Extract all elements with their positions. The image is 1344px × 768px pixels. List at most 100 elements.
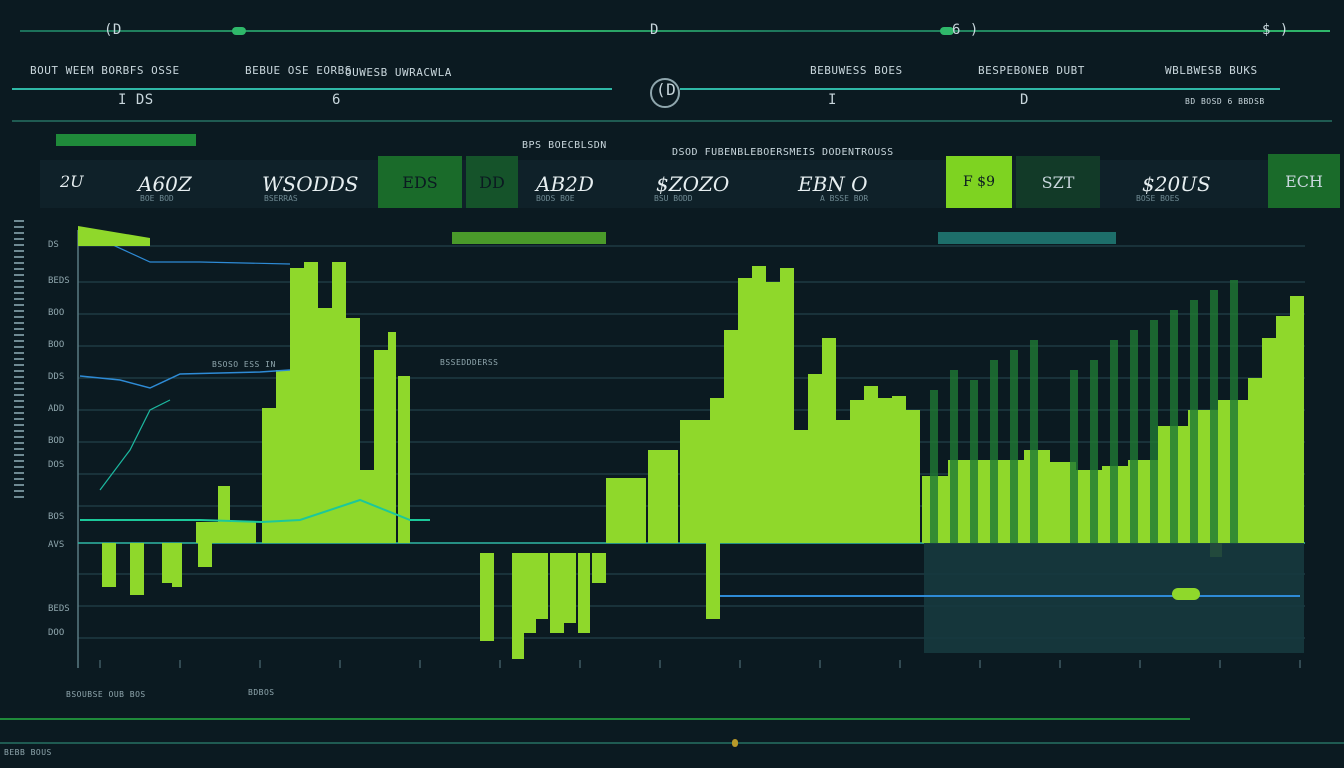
row2-label-left2: 6 — [332, 92, 341, 108]
bars-cluster-1 — [196, 262, 410, 543]
bar — [836, 420, 850, 543]
kpi-sub-1: BOE BOD — [140, 194, 174, 203]
bar — [808, 374, 822, 543]
trend-line-teal — [80, 498, 430, 524]
bar — [1010, 350, 1018, 543]
bar — [346, 318, 360, 543]
bar — [906, 410, 920, 543]
trend-line-blue — [79, 369, 291, 389]
bar — [706, 543, 720, 619]
row1-label-5: WBLBWESB BUKS — [1165, 64, 1258, 77]
top-slider-knob-2[interactable] — [940, 27, 954, 35]
row1-label-4: BESPEBONEB DUBT — [978, 64, 1085, 77]
y-tick-10: BEDS — [48, 604, 70, 614]
chart-callout-2: BSSEDDDERSS — [440, 358, 499, 367]
top-label-center: D — [650, 22, 659, 38]
kpi-value-6: $ZOZO — [656, 172, 730, 196]
chart-banner-left — [78, 226, 150, 246]
bars-negative — [102, 543, 1222, 659]
bar — [536, 553, 548, 619]
kpi-button-9[interactable]: SZT — [1016, 156, 1100, 208]
bars-dark-cluster — [930, 280, 1238, 543]
bar — [710, 398, 724, 543]
footer-label-left: BEBB BOUS — [4, 748, 52, 757]
marker — [1172, 588, 1200, 600]
kpi-button-8[interactable]: F $9 — [946, 156, 1012, 208]
kpi-button-4[interactable]: DD — [466, 156, 518, 208]
y-tick-3: BOO — [48, 340, 65, 350]
bar — [592, 553, 606, 583]
y-tick-7: DOS — [48, 460, 65, 470]
row1-label-1: BEBUE OSE EORBS — [245, 64, 352, 77]
bar — [1090, 360, 1098, 543]
row1-label-0: BOUT WEEM BORBFS OSSE — [30, 64, 180, 77]
bar — [1276, 316, 1290, 543]
bar — [360, 470, 374, 543]
bar — [480, 553, 494, 641]
bars-cluster-2 — [606, 266, 920, 543]
bar — [752, 266, 766, 543]
bar — [512, 553, 524, 659]
top-label-right-2: $ ) — [1262, 22, 1289, 38]
bar — [970, 380, 978, 543]
y-tick-4: DDS — [48, 372, 65, 382]
bar — [1170, 310, 1178, 543]
bar — [1110, 340, 1118, 543]
bar — [990, 360, 998, 543]
bar — [1230, 280, 1238, 543]
bar — [1190, 300, 1198, 543]
y-tick-1: BEDS — [48, 276, 70, 286]
kpi-sub-2: BSERRAS — [264, 194, 298, 203]
trend-line-blue-3 — [99, 399, 171, 491]
y-tick-8: BOS — [48, 512, 65, 522]
kpi-value-0: 2U — [60, 172, 84, 191]
bar — [304, 262, 318, 543]
row2-label-far-right: BD BOSD 6 BBDSB — [1185, 97, 1265, 106]
row2-label-center: (D — [656, 80, 677, 99]
bar — [276, 370, 290, 543]
mid-rail-right — [680, 88, 1280, 90]
row2-label-left: I DS — [118, 92, 154, 108]
bar — [1290, 296, 1304, 543]
bar — [892, 396, 906, 543]
bar — [262, 408, 276, 543]
panel-title-tab[interactable] — [56, 134, 196, 146]
rail-toggle[interactable] — [650, 78, 680, 108]
bar — [780, 268, 794, 543]
bar — [198, 543, 212, 567]
header-divider — [12, 120, 1332, 122]
bar — [930, 390, 938, 543]
bar — [1150, 320, 1158, 543]
bar — [724, 330, 738, 543]
kpi-button-3[interactable]: EDS — [378, 156, 462, 208]
mid-rail — [12, 88, 612, 90]
bar — [822, 338, 836, 543]
chart-callout-1: BSOSO ESS IN — [212, 360, 276, 369]
row1-label-3: BEBUWESS BOES — [810, 64, 903, 77]
kpi-value-5: AB2D — [536, 172, 594, 196]
y-tick-0: DS — [48, 240, 59, 250]
header-center-text: DSOD FUBENBLEBOERSMEIS DODENTROUSS — [672, 147, 894, 158]
row2-label-right2: D — [1020, 92, 1029, 108]
footer-slider-knob[interactable] — [732, 739, 738, 747]
bar — [1248, 378, 1262, 543]
bar — [794, 430, 808, 543]
bar — [1030, 340, 1038, 543]
kpi-value-2: WSODDS — [262, 172, 359, 196]
top-slider-knob-1[interactable] — [232, 27, 246, 35]
x-axis-label-left: BSOUBSE OUB BOS — [66, 690, 146, 699]
bar — [388, 332, 396, 543]
bar — [130, 543, 144, 595]
y-tick-6: BOD — [48, 436, 65, 446]
chart-banner-center — [452, 232, 606, 244]
kpi-button-11[interactable]: ECH — [1268, 154, 1340, 208]
bar — [374, 350, 388, 543]
bar — [680, 420, 710, 543]
bar — [738, 278, 752, 543]
x-axis-label-mid: BDBOS — [248, 688, 275, 697]
bar — [606, 478, 646, 543]
kpi-value-1: A60Z — [138, 172, 192, 196]
bar — [864, 386, 878, 543]
bar — [398, 376, 410, 543]
kpi-value-7: EBN O — [798, 172, 868, 196]
